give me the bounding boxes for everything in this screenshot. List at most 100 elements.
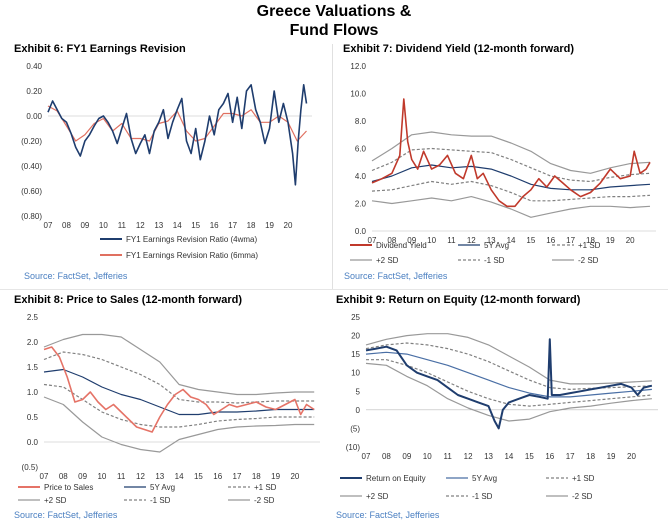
series-line-3	[371, 131, 651, 174]
legend-label: +2 SD	[376, 256, 399, 265]
page-title-line2: Fund Flows	[289, 22, 379, 39]
x-tick-label: 12	[136, 472, 145, 481]
y-tick-label: 0.0	[355, 227, 367, 236]
x-tick-label: 20	[284, 221, 293, 230]
x-tick-label: 14	[175, 472, 184, 481]
y-tick-label: 0.5	[27, 413, 39, 422]
series-line-1	[43, 368, 315, 416]
y-tick-label: 15	[351, 350, 360, 359]
x-tick-label: 11	[118, 221, 127, 230]
x-tick-label: 15	[194, 472, 203, 481]
x-tick-label: 08	[59, 472, 68, 481]
legend-label: 5Y Avg	[150, 483, 175, 492]
x-tick-label: 20	[627, 452, 636, 461]
legend-label: +2 SD	[366, 492, 389, 501]
exhibit-8-chart: 2.5 2.0 1.5 1.0 0.5 0.0 (0.5)07 08 09 10 11 12 13 14 1…	[18, 313, 320, 505]
x-tick-label: 07	[362, 452, 371, 461]
exhibit-6-chart: 0.40 0.20 0.00 (0.20) (0.40) (0.60) (0.80)07 08…	[21, 62, 312, 260]
x-tick-label: 17	[566, 236, 575, 245]
y-tick-label: 2.5	[27, 313, 39, 322]
series-line-0	[43, 346, 315, 433]
x-tick-label: 13	[487, 236, 496, 245]
exhibit-6-source: Source: FactSet, Jefferies	[24, 271, 128, 281]
y-tick-label: 0.0	[27, 438, 39, 447]
y-tick-label: (0.20)	[21, 137, 42, 146]
legend-label: 5Y Avg	[472, 474, 497, 483]
x-tick-label: 19	[607, 452, 616, 461]
x-tick-label: 18	[252, 472, 261, 481]
exhibit-7-source: Source: FactSet, Jefferies	[344, 271, 448, 281]
x-tick-label: 16	[545, 452, 554, 461]
x-tick-label: 15	[525, 452, 534, 461]
series-line-5	[43, 396, 315, 453]
exhibit-7-title: Exhibit 7: Dividend Yield (12-month forw…	[343, 43, 575, 55]
y-tick-label: 2.0	[27, 338, 39, 347]
x-tick-label: 11	[444, 452, 453, 461]
legend-label: +1 SD	[572, 474, 595, 483]
x-tick-label: 17	[233, 472, 242, 481]
x-tick-label: 18	[586, 452, 595, 461]
exhibit-8-source: Source: FactSet, Jefferies	[14, 510, 118, 520]
x-tick-label: 20	[290, 472, 299, 481]
series-line-0	[47, 83, 308, 186]
exhibit-6-title: Exhibit 6: FY1 Earnings Revision	[14, 43, 186, 55]
x-tick-label: 14	[504, 452, 513, 461]
page-title-line1: Greece Valuations &	[256, 3, 412, 20]
legend-label: -2 SD	[254, 496, 275, 505]
x-tick-label: 08	[62, 221, 71, 230]
x-tick-label: 16	[546, 236, 555, 245]
x-tick-label: 08	[382, 452, 391, 461]
legend-label: Price to Sales	[44, 483, 93, 492]
exhibit-9-title: Exhibit 9: Return on Equity (12-month fo…	[336, 294, 581, 306]
column-divider	[332, 44, 333, 289]
legend-label: -1 SD	[150, 496, 171, 505]
legend-label: Return on Equity	[366, 474, 426, 483]
series-line-2	[43, 351, 315, 404]
y-tick-label: 0.00	[26, 112, 42, 121]
x-tick-label: 14	[173, 221, 182, 230]
y-tick-label: 12.0	[350, 62, 366, 71]
legend-label: -1 SD	[484, 256, 505, 265]
exhibit-8-title: Exhibit 8: Price to Sales (12-month forw…	[14, 294, 242, 306]
x-tick-label: 16	[210, 221, 219, 230]
x-tick-label: 13	[484, 452, 493, 461]
y-tick-label: (0.40)	[21, 162, 42, 171]
series-line-0	[365, 338, 653, 430]
x-tick-label: 18	[247, 221, 256, 230]
x-tick-label: 16	[213, 472, 222, 481]
page-title: Greece Valuations & Fund Flows	[0, 2, 668, 40]
x-tick-label: 10	[423, 452, 432, 461]
series-line-5	[371, 196, 651, 218]
series-line-1	[365, 351, 652, 398]
x-tick-label: 10	[427, 236, 436, 245]
y-tick-label: (10)	[346, 443, 361, 452]
x-tick-label: 07	[40, 472, 49, 481]
exhibit-7-chart: 12.0 10.0 8.0 6.0 4.0 2.0 0.007 08 09 10 11 12 13 14 1…	[350, 62, 656, 265]
y-tick-label: 0.40	[26, 62, 42, 71]
y-tick-label: 4.0	[355, 172, 367, 181]
y-tick-label: 20	[351, 332, 360, 341]
x-tick-label: 12	[464, 452, 473, 461]
x-tick-label: 15	[526, 236, 535, 245]
y-tick-label: 1.5	[27, 363, 39, 372]
x-tick-label: 19	[606, 236, 615, 245]
legend-label: +2 SD	[44, 496, 67, 505]
legend-label: +1 SD	[254, 483, 277, 492]
y-tick-label: 5	[356, 387, 361, 396]
legend-label: +1 SD	[578, 241, 601, 250]
x-tick-label: 12	[136, 221, 145, 230]
exhibit-9-source: Source: FactSet, Jefferies	[336, 510, 440, 520]
series-line-0	[371, 98, 651, 208]
series-line-4	[43, 383, 315, 428]
x-tick-label: 09	[407, 236, 416, 245]
x-tick-label: 15	[191, 221, 200, 230]
x-tick-label: 12	[467, 236, 476, 245]
x-tick-label: 09	[80, 221, 89, 230]
x-tick-label: 19	[271, 472, 280, 481]
legend-label: -2 SD	[572, 492, 593, 501]
x-tick-label: 07	[44, 221, 53, 230]
exhibit-9-chart: 25 20 15 10 5 0 (5) (10)07 08 09 10 11 12 13 14 15 16 17 1…	[340, 313, 658, 501]
row-divider	[0, 289, 668, 290]
y-tick-label: 10.0	[350, 90, 366, 99]
x-tick-label: 11	[447, 236, 456, 245]
